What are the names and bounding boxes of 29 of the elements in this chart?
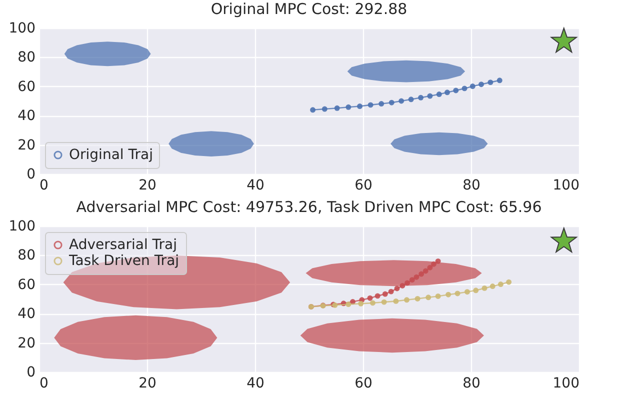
- chart-title: Original MPC Cost: 292.88: [210, 0, 408, 18]
- legend-label: Task Driven Traj: [68, 253, 180, 269]
- legend-label: Adversarial Traj: [69, 237, 178, 253]
- x-tick-label: 100: [552, 376, 580, 392]
- y-tick-label: 100: [8, 218, 36, 234]
- chart-title: Adversarial MPC Cost: 49753.26, Task Driven MPC Cost: 65.96: [76, 198, 542, 216]
- x-tick-label: 20: [138, 178, 156, 194]
- y-tick-label: 40: [18, 306, 36, 322]
- x-tick-label: 40: [246, 376, 264, 392]
- y-tick-label: 80: [18, 50, 36, 66]
- x-tick-label: 0: [40, 376, 48, 392]
- x-tick-label: 80: [462, 178, 480, 194]
- x-tick-label: 20: [138, 376, 156, 392]
- x-tick-label: 60: [354, 178, 372, 194]
- y-tick-label: 60: [18, 78, 36, 95]
- y-tick-label: 0: [26, 364, 36, 380]
- x-tick-label: 0: [40, 178, 48, 194]
- y-tick-label: 20: [18, 335, 36, 352]
- y-tick-label: 100: [8, 20, 36, 36]
- y-tick-label: 80: [18, 248, 36, 264]
- x-tick-label: 60: [354, 376, 372, 392]
- legend-label: Original Traj: [69, 147, 153, 163]
- x-tick-label: 100: [552, 178, 580, 194]
- x-tick-label: 80: [462, 376, 480, 392]
- y-tick-label: 20: [18, 137, 36, 154]
- y-tick-label: 60: [18, 276, 36, 293]
- y-tick-label: 0: [26, 166, 36, 182]
- y-tick-label: 40: [18, 108, 36, 124]
- x-tick-label: 40: [246, 178, 264, 194]
